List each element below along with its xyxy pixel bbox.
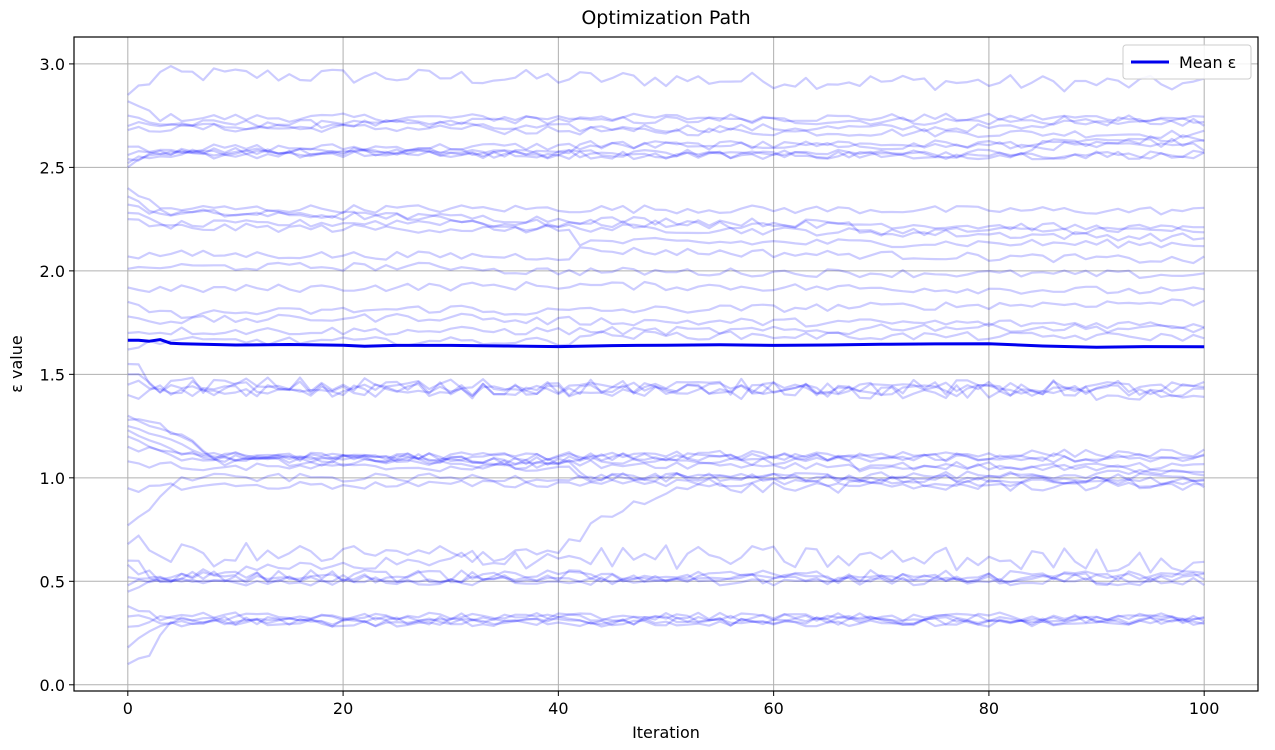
trajectory-line (127, 137, 1205, 154)
trajectory-line (127, 140, 1205, 157)
mean-line (127, 338, 1205, 349)
x-tick-label: 80 (979, 699, 999, 718)
x-tick-label: 100 (1189, 699, 1220, 718)
trajectory-line (127, 568, 1205, 587)
chart-title: Optimization Path (581, 7, 750, 29)
trajectory-line (127, 445, 1205, 463)
trajectory-line (127, 218, 1205, 249)
axis-ticks: 0 20 40 60 80 100 0.0 0.5 1.0 1.5 2.0 2.5 3.0 (40, 55, 1220, 718)
trajectory-line (127, 146, 1205, 162)
y-tick-label: 1.5 (40, 365, 65, 384)
x-tick-label: 0 (123, 699, 133, 718)
trajectory-line (127, 617, 1205, 649)
y-tick-label: 2.0 (40, 262, 65, 281)
x-axis-title: Iteration (632, 723, 700, 742)
trajectory-line (127, 187, 1205, 216)
trajectory-line (127, 114, 1205, 129)
x-tick-label: 60 (763, 699, 783, 718)
y-axis-title: ε value (7, 335, 26, 392)
legend-label-mean: Mean ε (1179, 53, 1236, 72)
trajectory-line (127, 435, 1205, 486)
trajectory-line (127, 425, 1205, 472)
trajectory-line (127, 460, 1205, 482)
x-tick-label: 20 (333, 699, 353, 718)
mean-line-layer (127, 338, 1205, 349)
trajectory-line (127, 477, 1205, 584)
trajectory-line (127, 134, 1205, 169)
trajectory-line (127, 100, 1205, 123)
trajectory-line (127, 115, 1205, 134)
trajectory-line (127, 559, 1205, 584)
trajectory-line (127, 472, 1205, 527)
y-tick-label: 0.0 (40, 676, 65, 695)
trajectory-line (127, 261, 1205, 279)
x-tick-label: 40 (548, 699, 568, 718)
y-tick-label: 1.0 (40, 469, 65, 488)
trajectory-line (127, 576, 1205, 593)
y-tick-label: 3.0 (40, 55, 65, 74)
trajectory-line (127, 148, 1205, 165)
trajectory-line (127, 611, 1205, 628)
trajectory-line (127, 119, 1205, 139)
trajectory-line (127, 477, 1205, 493)
trajectory-line (127, 362, 1205, 397)
trajectory-line (127, 298, 1205, 319)
trajectory-line (127, 211, 1205, 237)
trajectory-line (127, 65, 1205, 96)
trajectory-line (127, 379, 1205, 401)
trajectory-line (127, 429, 1205, 475)
legend: Mean ε (1122, 44, 1252, 80)
trajectory-line (127, 383, 1205, 400)
trajectory-line (127, 312, 1205, 330)
trajectory-line (127, 418, 1205, 470)
trajectory-line (127, 614, 1205, 626)
trajectory-line (127, 534, 1205, 574)
grid (74, 37, 1258, 691)
trajectory-line (127, 616, 1205, 666)
legend-box (1122, 44, 1252, 80)
trajectory-line (127, 246, 1205, 265)
trajectory-line (127, 195, 1205, 243)
trajectory-line (127, 330, 1205, 351)
trajectory-line (127, 322, 1205, 336)
trajectory-line (127, 280, 1205, 295)
trajectory-lines (127, 65, 1205, 666)
plot-area-frame (73, 36, 1259, 692)
y-tick-label: 2.5 (40, 158, 65, 177)
trajectory-line (127, 203, 1205, 234)
trajectory-line (127, 605, 1205, 624)
trajectory-line (127, 414, 1205, 462)
y-tick-label: 0.5 (40, 572, 65, 591)
trajectory-line (127, 373, 1205, 398)
trajectory-line (127, 572, 1205, 585)
